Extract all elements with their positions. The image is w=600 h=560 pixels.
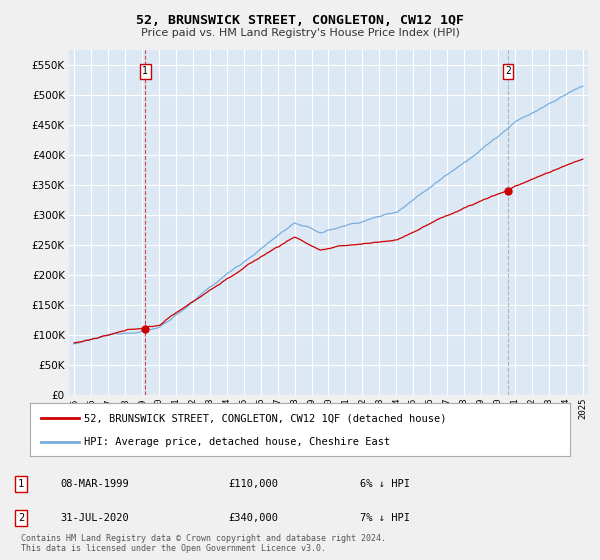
Text: HPI: Average price, detached house, Cheshire East: HPI: Average price, detached house, Ches… <box>84 436 390 446</box>
Text: 52, BRUNSWICK STREET, CONGLETON, CW12 1QF: 52, BRUNSWICK STREET, CONGLETON, CW12 1Q… <box>136 14 464 27</box>
Text: 2: 2 <box>18 513 24 523</box>
Text: 31-JUL-2020: 31-JUL-2020 <box>60 513 129 523</box>
Text: £110,000: £110,000 <box>228 479 278 489</box>
Text: 1: 1 <box>142 67 148 76</box>
Text: 7% ↓ HPI: 7% ↓ HPI <box>360 513 410 523</box>
Text: 6% ↓ HPI: 6% ↓ HPI <box>360 479 410 489</box>
Text: 08-MAR-1999: 08-MAR-1999 <box>60 479 129 489</box>
Text: 2: 2 <box>505 67 511 76</box>
Text: Contains HM Land Registry data © Crown copyright and database right 2024.
This d: Contains HM Land Registry data © Crown c… <box>21 534 386 553</box>
Text: 52, BRUNSWICK STREET, CONGLETON, CW12 1QF (detached house): 52, BRUNSWICK STREET, CONGLETON, CW12 1Q… <box>84 413 446 423</box>
Text: £340,000: £340,000 <box>228 513 278 523</box>
Text: 1: 1 <box>18 479 24 489</box>
Text: Price paid vs. HM Land Registry's House Price Index (HPI): Price paid vs. HM Land Registry's House … <box>140 28 460 38</box>
